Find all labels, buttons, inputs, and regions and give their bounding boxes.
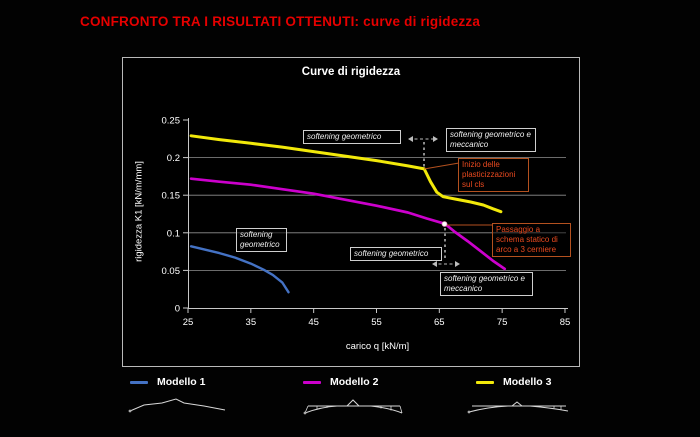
- y-axis-title: rigidezza K1 [kN/m/mm]: [133, 161, 145, 262]
- transition-point-marker: [441, 221, 448, 227]
- modello-2-arch-sketch: [303, 399, 403, 415]
- annotation-softening-geometrico-meccanico-bottom: softening geometrico e meccanico: [440, 272, 533, 296]
- gridlines: [189, 157, 566, 271]
- y-tick-label: 0.1: [167, 228, 180, 239]
- x-tick-label: 85: [560, 317, 571, 328]
- modello-1-label: Modello 1: [157, 376, 206, 388]
- annotation-softening-geometrico-meccanico-top: softening geometrico e meccanico: [446, 128, 536, 152]
- modello-1-color-swatch: [130, 380, 148, 384]
- annotation-softening-geometrico-top: softening geometrico: [303, 130, 401, 144]
- x-tick-label: 75: [497, 317, 508, 328]
- y-tick-label: 0.25: [162, 116, 181, 127]
- annotation-lines: [408, 136, 492, 267]
- annotation-softening-geometrico-mid: softening geometrico: [350, 247, 442, 261]
- y-tick-label: 0.05: [162, 266, 181, 277]
- legend-item-modello-1: Modello 1: [130, 374, 205, 390]
- legend-item-modello-2: Modello 2: [303, 374, 378, 390]
- tick-labels: 0.25 0.2 0.15 0.1 0.05 025 35 45 55 65 75 85: [162, 116, 571, 329]
- modello-1-arch-sketch: [128, 398, 226, 413]
- x-tick-label: 65: [434, 317, 445, 328]
- chart-panel: Curve di rigidezza 0.25 0.2 0.15 0.1 0.05 0 25…: [122, 57, 580, 367]
- curve-modello-1: [189, 245, 290, 294]
- x-tick-label: 35: [246, 317, 257, 328]
- y-tick-label: 0.15: [162, 191, 181, 202]
- slide-title: CONFRONTO TRA I RISULTATI OTTENUTI: curv…: [80, 14, 481, 29]
- x-tick-label: 55: [371, 317, 382, 328]
- annotation-passaggio-3-cerniere: Passaggio a schema statico di arco a 3 c…: [492, 223, 571, 257]
- modello-2-label: Modello 2: [330, 376, 379, 388]
- modello-3-label: Modello 3: [503, 376, 552, 388]
- annotation-softening-geometrico-left: softening geometrico: [236, 228, 287, 252]
- annotation-inizio-plasticizzazioni: Inizio delle plasticizzazioni sul cls: [458, 158, 529, 192]
- curve-modello-2: [189, 177, 507, 271]
- leader-inizio: [423, 162, 460, 170]
- modello-3-arch-sketch: [467, 401, 569, 414]
- legend-item-modello-3: Modello 3: [476, 374, 551, 390]
- x-tick-label: 45: [308, 317, 319, 328]
- x-tick-label: 25: [183, 317, 194, 328]
- modello-2-color-swatch: [303, 380, 321, 384]
- y-tick-label: 0: [175, 304, 180, 315]
- stiffness-chart: 0.25 0.2 0.15 0.1 0.05 025 35 45 55 65 75 85: [162, 116, 571, 329]
- axes: [183, 118, 568, 313]
- chart-title: Curve di rigidezza: [301, 66, 401, 78]
- x-axis-title: carico q [kN/m]: [345, 341, 410, 352]
- y-tick-label: 0.2: [167, 153, 180, 164]
- modello-3-color-swatch: [476, 380, 494, 384]
